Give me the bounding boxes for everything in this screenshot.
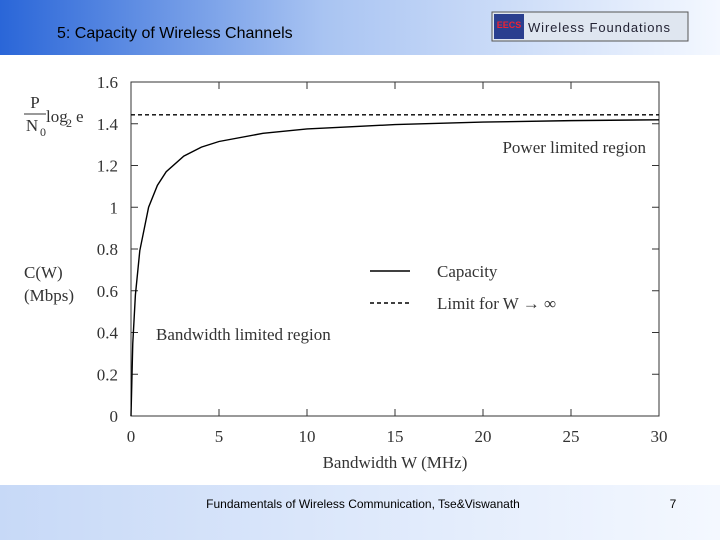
y-tick-label: 0.4 bbox=[97, 324, 119, 343]
x-tick-label: 20 bbox=[475, 427, 492, 446]
y-tick-label: 0.6 bbox=[97, 282, 118, 301]
annotation: Power limited region bbox=[502, 138, 646, 157]
x-tick-label: 10 bbox=[299, 427, 316, 446]
footer-bar bbox=[0, 485, 720, 540]
x-tick-label: 5 bbox=[215, 427, 224, 446]
page-number: 7 bbox=[670, 497, 677, 511]
x-tick-label: 30 bbox=[651, 427, 668, 446]
logo-right: Wireless Foundations bbox=[528, 20, 671, 35]
limit-label: P bbox=[30, 93, 39, 112]
y-axis-label: C(W) bbox=[24, 263, 63, 282]
limit-label: log bbox=[46, 107, 68, 126]
series-line bbox=[130, 119, 660, 417]
y-tick-label: 0.2 bbox=[97, 365, 118, 384]
plot-frame bbox=[130, 81, 660, 417]
y-tick-label: 0.8 bbox=[97, 240, 118, 259]
limit-label: 2 bbox=[66, 116, 72, 130]
limit-label: e bbox=[76, 107, 84, 126]
y-tick-label: 0 bbox=[110, 407, 119, 426]
legend-label: Limit for W → ∞ bbox=[437, 294, 556, 313]
x-tick-label: 0 bbox=[127, 427, 136, 446]
y-tick-label: 1.4 bbox=[97, 115, 119, 134]
limit-label: 0 bbox=[40, 125, 46, 139]
legend-label: Capacity bbox=[437, 262, 498, 281]
limit-label: N bbox=[26, 116, 38, 135]
logo bbox=[491, 11, 689, 42]
y-axis-label: (Mbps) bbox=[24, 286, 74, 305]
x-tick-label: 15 bbox=[387, 427, 404, 446]
y-tick-label: 1 bbox=[110, 198, 119, 217]
logo-left: EECS bbox=[497, 20, 522, 30]
y-tick-label: 1.6 bbox=[97, 73, 118, 92]
chart: 00.20.40.60.811.21.41.60 5 10 15 20 25 30Bandw… bbox=[24, 73, 668, 472]
footer-text: Fundamentals of Wireless Communication, … bbox=[206, 497, 520, 511]
x-axis-label: Bandwidth W (MHz) bbox=[323, 453, 468, 472]
logo-box bbox=[494, 14, 524, 39]
x-tick-label: 25 bbox=[563, 427, 580, 446]
slide-title: 5: Capacity of Wireless Channels bbox=[57, 25, 293, 42]
y-tick-label: 1.2 bbox=[97, 157, 118, 176]
annotation: Bandwidth limited region bbox=[156, 325, 331, 344]
